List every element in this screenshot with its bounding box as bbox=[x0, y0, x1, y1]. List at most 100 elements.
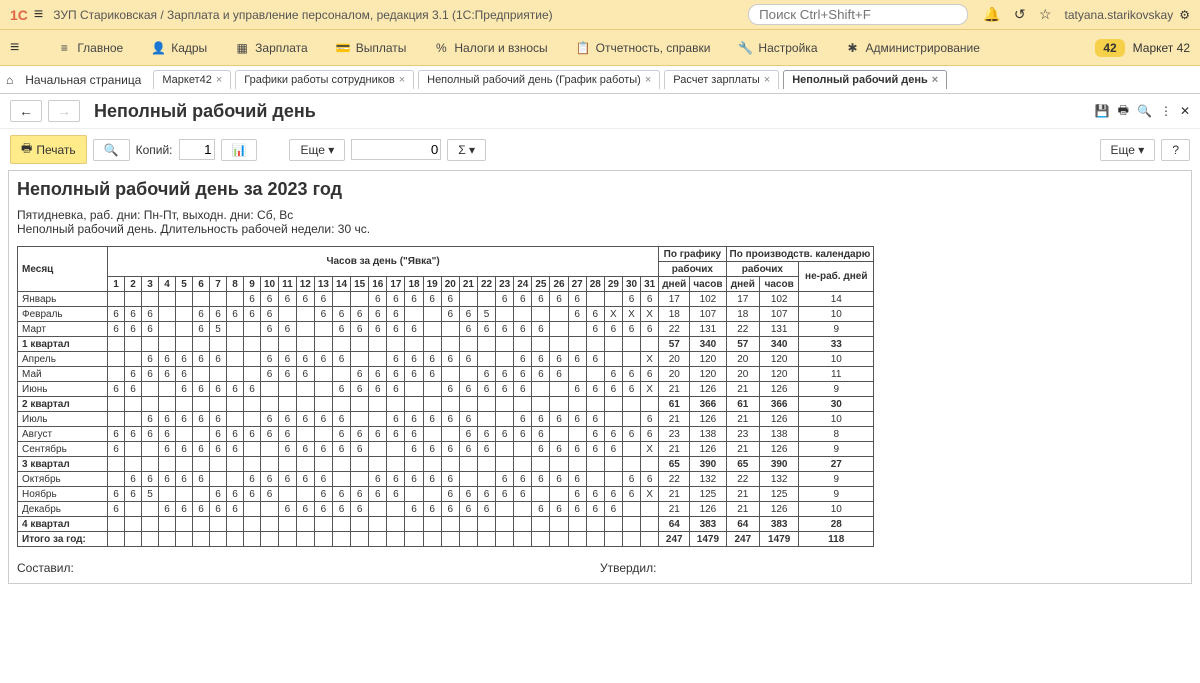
menu-icon: 🔧 bbox=[738, 41, 752, 55]
day-col-28: 28 bbox=[586, 277, 604, 292]
menu-Зарплата[interactable]: ▦Зарплата bbox=[235, 41, 308, 55]
menu-Налоги и взносы[interactable]: %Налоги и взносы bbox=[434, 41, 547, 55]
sigma-button[interactable]: Σ ▾ bbox=[447, 139, 486, 161]
back-button[interactable]: ← bbox=[10, 100, 42, 122]
tab-Неполный рабочий день (График работы)[interactable]: Неполный рабочий день (График работы)× bbox=[418, 70, 660, 89]
close-icon[interactable]: × bbox=[216, 74, 222, 86]
market42-badge[interactable]: 42 bbox=[1095, 39, 1124, 57]
menu-Администрирование[interactable]: ✱Администрирование bbox=[846, 41, 980, 55]
col-cal-work: рабочих bbox=[726, 262, 799, 277]
menu-Кадры[interactable]: 👤Кадры bbox=[151, 41, 207, 55]
cal-row: Январь66666666666666666171021710214 bbox=[18, 292, 874, 307]
cal-row: Июнь66666666666666666666Х21126211269 bbox=[18, 382, 874, 397]
menu-Главное[interactable]: ≡Главное bbox=[57, 41, 123, 55]
day-col-5: 5 bbox=[176, 277, 193, 292]
day-col-9: 9 bbox=[244, 277, 261, 292]
bell-icon[interactable]: 🔔 bbox=[983, 6, 1000, 22]
page-title: Неполный рабочий день bbox=[94, 101, 316, 122]
cal-row: Октябрь666666666666666666666622132221329 bbox=[18, 472, 874, 487]
close-icon[interactable]: × bbox=[399, 74, 405, 86]
day-col-1: 1 bbox=[108, 277, 125, 292]
save-icon[interactable]: 💾 bbox=[1095, 104, 1110, 118]
calendar-table: Месяц Часов за день ("Явка") По графику … bbox=[17, 246, 874, 547]
tab-Неполный рабочий день[interactable]: Неполный рабочий день× bbox=[783, 70, 947, 89]
home-icon[interactable]: ⌂ bbox=[6, 73, 13, 87]
day-col-25: 25 bbox=[532, 277, 550, 292]
settings-icon[interactable]: ⚙ bbox=[1179, 8, 1190, 22]
forward-button[interactable]: → bbox=[48, 100, 80, 122]
menu-burger-icon[interactable]: ≡ bbox=[10, 39, 19, 57]
day-col-31: 31 bbox=[641, 277, 659, 292]
day-col-24: 24 bbox=[514, 277, 532, 292]
cal-row: 2 квартал613666136630 bbox=[18, 397, 874, 412]
day-col-26: 26 bbox=[550, 277, 568, 292]
report-desc: Пятидневка, раб. дни: Пн-Пт, выходн. дни… bbox=[17, 208, 1183, 236]
day-col-21: 21 bbox=[459, 277, 477, 292]
tab-Маркет42[interactable]: Маркет42× bbox=[153, 70, 231, 89]
col-hours-day: Часов за день ("Явка") bbox=[108, 247, 659, 277]
app-title: ЗУП Стариковская / Зарплата и управление… bbox=[53, 8, 748, 22]
print-icon[interactable]: 🖶 bbox=[1118, 101, 1129, 122]
copies-input[interactable] bbox=[179, 139, 215, 160]
menu-Отчетность, справки[interactable]: 📋Отчетность, справки bbox=[576, 41, 711, 55]
cal-row: Итого за год:24714792471479118 bbox=[18, 532, 874, 547]
menu-Настройка[interactable]: 🔧Настройка bbox=[738, 41, 817, 55]
star-icon[interactable]: ☆ bbox=[1039, 6, 1052, 22]
cal-row: Ноябрь665666666666666666666Х21125211259 bbox=[18, 487, 874, 502]
report-heading: Неполный рабочий день за 2023 год bbox=[17, 179, 1183, 200]
market42-label[interactable]: Маркет 42 bbox=[1133, 41, 1190, 55]
cal-row: Июль666666666666666666666211262112610 bbox=[18, 412, 874, 427]
chart-button[interactable]: 📊 bbox=[221, 139, 258, 161]
close-icon[interactable]: × bbox=[645, 74, 651, 86]
tab-Графики работы сотрудников[interactable]: Графики работы сотрудников× bbox=[235, 70, 414, 89]
search-input[interactable] bbox=[748, 4, 968, 25]
cal-row: Август6666666666666666666666623138231388 bbox=[18, 427, 874, 442]
close-icon[interactable]: × bbox=[932, 74, 938, 86]
day-col-8: 8 bbox=[227, 277, 244, 292]
print-button[interactable]: 🖶 Печать bbox=[10, 135, 87, 164]
sign-row: Составил: Утвердил: bbox=[17, 561, 1183, 575]
col-calendar: По производств. календарю bbox=[726, 247, 874, 262]
cal-row: Сентябрь666666666666666666666Х2112621126… bbox=[18, 442, 874, 457]
menu-icon: ✱ bbox=[846, 41, 860, 55]
cal-row: 3 квартал653906539027 bbox=[18, 457, 874, 472]
day-col-15: 15 bbox=[351, 277, 369, 292]
find-icon[interactable]: 🔍 bbox=[1137, 104, 1152, 118]
logo: 1C bbox=[10, 7, 28, 23]
more-button[interactable]: Еще ▾ bbox=[289, 139, 345, 161]
close-icon[interactable]: × bbox=[764, 74, 770, 86]
menu-icon: ▦ bbox=[235, 41, 249, 55]
help-button[interactable]: ? bbox=[1161, 139, 1190, 161]
copies-label: Копий: bbox=[136, 143, 173, 157]
col-nonwork: не-раб. дней bbox=[799, 262, 874, 292]
day-col-11: 11 bbox=[279, 277, 297, 292]
cal-row: Февраль666666666666666566ХХХ181071810710 bbox=[18, 307, 874, 322]
day-col-4: 4 bbox=[159, 277, 176, 292]
day-col-27: 27 bbox=[568, 277, 586, 292]
sign-right: Утвердил: bbox=[600, 561, 1183, 575]
day-col-30: 30 bbox=[622, 277, 640, 292]
cal-row: Май66666666666666666666201202012011 bbox=[18, 367, 874, 382]
close-icon[interactable]: ✕ bbox=[1180, 104, 1190, 118]
history-icon[interactable]: ↺ bbox=[1014, 6, 1026, 22]
day-col-10: 10 bbox=[261, 277, 279, 292]
day-col-22: 22 bbox=[477, 277, 495, 292]
home-tab[interactable]: Начальная страница bbox=[17, 69, 149, 91]
tab-Расчет зарплаты[interactable]: Расчет зарплаты× bbox=[664, 70, 779, 89]
day-col-2: 2 bbox=[125, 277, 142, 292]
menu-icon: 👤 bbox=[151, 41, 165, 55]
num-box[interactable] bbox=[351, 139, 441, 160]
more2-button[interactable]: Еще ▾ bbox=[1100, 139, 1156, 161]
menu-icon: 💳 bbox=[336, 41, 350, 55]
cal-row: Декабрь666666666666666666666211262112610 bbox=[18, 502, 874, 517]
preview-button[interactable]: 🔍 bbox=[93, 139, 130, 161]
day-col-19: 19 bbox=[423, 277, 441, 292]
menu-icon: 📋 bbox=[576, 41, 590, 55]
menu-toggle-icon[interactable]: ≡ bbox=[34, 6, 43, 24]
top-icons: 🔔 ↺ ☆ bbox=[978, 6, 1056, 23]
user-label[interactable]: tatyana.starikovskay bbox=[1065, 8, 1174, 22]
menu-icon: ≡ bbox=[57, 41, 71, 55]
day-col-14: 14 bbox=[332, 277, 350, 292]
dots-icon[interactable]: ⋮ bbox=[1160, 104, 1172, 118]
menu-Выплаты[interactable]: 💳Выплаты bbox=[336, 41, 407, 55]
